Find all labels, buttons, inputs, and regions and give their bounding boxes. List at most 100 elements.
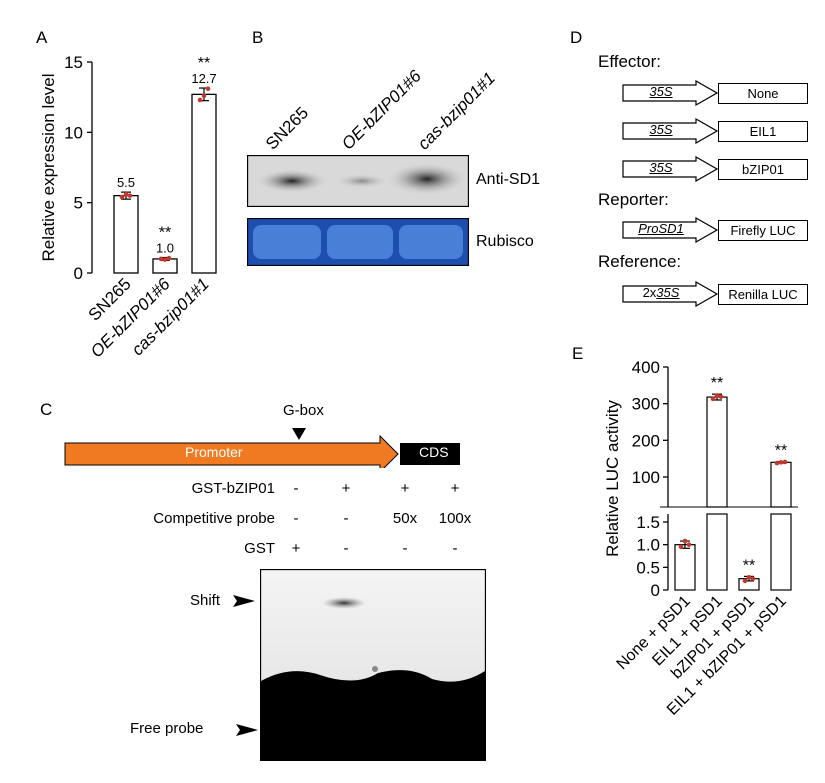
gene-box: Firefly LUC: [718, 220, 808, 241]
condition-cell: -: [293, 480, 299, 497]
gene-box: Renilla LUC: [718, 284, 808, 305]
data-point: [205, 86, 211, 92]
condition-cell: -: [452, 540, 458, 557]
data-point: [718, 394, 724, 399]
promoter-arrow-icon: [622, 281, 719, 307]
panel-letter-b: B: [252, 28, 264, 47]
condition-cell: +: [341, 480, 351, 497]
free-probe-label: Free probe: [130, 720, 204, 737]
y-tick-label: 300: [632, 395, 660, 414]
promoter-arrow-icon: [622, 118, 719, 144]
chart-e: 100 200 300 400 0 0.5 1.0 1.5 Relative LUC activ…: [603, 358, 798, 719]
blot-label-rubisco: Rubisco: [476, 233, 534, 250]
promoter-arrow-icon: [622, 156, 719, 182]
promoter-diagram: [64, 428, 460, 468]
band-oe-bzip01: [332, 173, 392, 189]
condition-cell: -: [343, 540, 349, 557]
rubisco-band-2: [327, 225, 393, 259]
shift-band: [322, 597, 366, 609]
promoter-name: 35S: [649, 84, 673, 99]
promoter-name: 35S: [649, 160, 673, 175]
gene-box: None: [718, 83, 808, 104]
significance-label: **: [775, 443, 787, 460]
bar: [674, 544, 696, 591]
rubisco-band-1: [253, 225, 321, 259]
effector-label: Effector:: [598, 52, 661, 71]
cds-box: [400, 443, 460, 465]
significance-label: **: [159, 225, 171, 242]
rubisco-band-3: [399, 225, 463, 259]
condition-cell: +: [400, 480, 410, 497]
bar: [191, 93, 217, 274]
data-point: [778, 460, 784, 465]
shift-arrow-icon: [233, 595, 255, 607]
data-point: [714, 393, 720, 398]
shift-label: Shift: [190, 592, 221, 609]
lane-label-oe-bzip01: OE-bZIP01#6: [338, 66, 425, 154]
bar: [706, 396, 728, 508]
condition-cell: -: [293, 510, 299, 527]
y-tick-label: 400: [632, 358, 660, 377]
lane-label-cas-bzip01: cas-bzip01#1: [414, 68, 499, 154]
blot-label-anti-sd1: Anti-SD1: [476, 171, 541, 188]
significance-label: **: [743, 557, 755, 574]
reporter-label: Reporter:: [598, 190, 669, 209]
y-tick-label: 15: [64, 53, 83, 72]
condition-cell: +: [450, 480, 460, 497]
row-label-competitive-probe: Competitive probe: [153, 510, 275, 527]
emsa-gel: [260, 569, 486, 761]
gene-box: bZIP01: [718, 159, 808, 180]
promoter-arrow-icon: [622, 217, 719, 243]
data-point: [158, 256, 164, 262]
y-tick-label: 200: [632, 431, 660, 450]
y-tick-label: 0: [74, 264, 83, 283]
data-point: [678, 544, 684, 550]
data-point: [127, 193, 133, 198]
data-point: [746, 575, 752, 580]
promoter-arrow-icon: [622, 80, 719, 106]
band-cas-bzip01: [387, 163, 467, 195]
y-tick-label: 1.5: [636, 513, 660, 532]
data-point: [201, 93, 207, 99]
y-tick-label: 0.5: [636, 558, 660, 577]
data-point: [166, 255, 172, 261]
condition-cell: 100x: [438, 510, 472, 527]
row-label-gst: GST: [244, 540, 275, 557]
data-point: [750, 576, 756, 581]
data-point: [774, 460, 780, 466]
western-blot-anti-sd1: [247, 155, 469, 207]
significance-label: **: [711, 375, 723, 392]
promoter-name: 2x35S: [642, 285, 680, 300]
data-point: [682, 538, 688, 544]
bar: [770, 461, 792, 508]
y-axis-label: Relative expression level: [39, 73, 58, 261]
free-probe-smear: [261, 670, 485, 760]
value-label: 5.5: [117, 175, 135, 190]
bar-lower-part: [770, 513, 792, 591]
panel-letter-a: A: [36, 28, 48, 47]
y-tick-label: 100: [632, 468, 660, 487]
data-point: [119, 194, 125, 200]
rubisco-gel: [247, 218, 469, 266]
free-probe-arrow-icon: [236, 724, 258, 736]
data-point: [162, 257, 168, 262]
reference-label: Reference:: [598, 252, 682, 271]
gbox-marker-icon: [292, 428, 306, 440]
data-point: [742, 578, 748, 584]
gbox-label: G-box: [283, 402, 324, 419]
cds-label: CDS: [419, 444, 449, 460]
y-tick-label: 1.0: [636, 536, 660, 555]
row-label-gst-bzip01: GST-bZIP01: [191, 480, 275, 497]
gene-box: EIL1: [718, 121, 808, 142]
data-point: [686, 542, 692, 547]
value-label: 1.0: [156, 241, 174, 256]
band-sn265: [256, 169, 328, 193]
y-tick-label: 0: [651, 581, 660, 600]
data-point: [710, 396, 716, 402]
data-point: [197, 97, 203, 103]
promoter-arrow: [64, 434, 399, 468]
panel-letter-c: C: [40, 400, 53, 419]
bar-lower-part: [706, 513, 728, 591]
promoter-name: 35S: [649, 122, 673, 137]
